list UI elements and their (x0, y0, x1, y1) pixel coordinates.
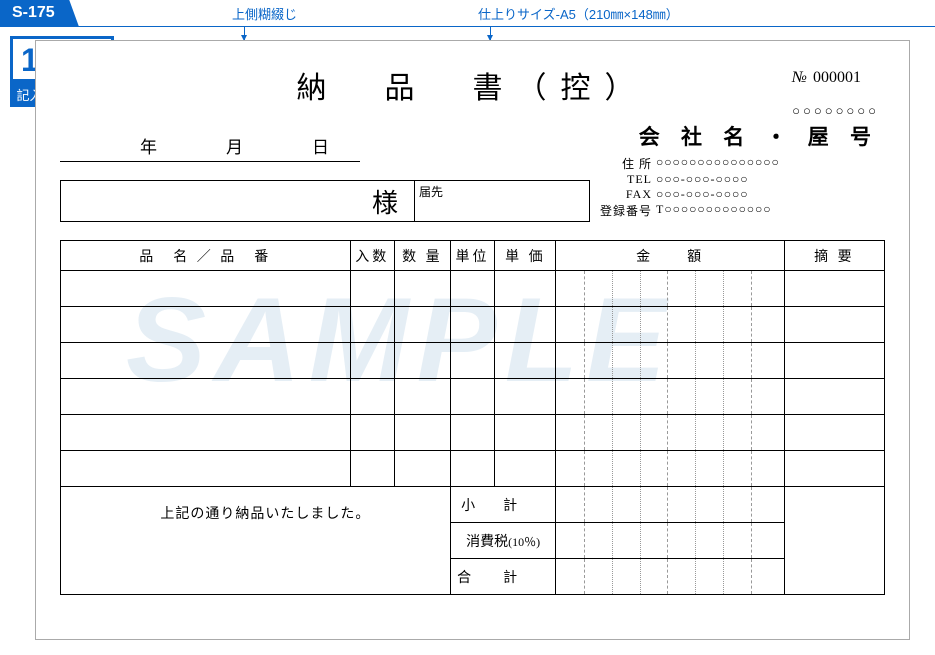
table-cell (61, 343, 351, 379)
subtotal-amount (556, 487, 784, 523)
table-cell (61, 451, 351, 487)
table-cell (495, 451, 556, 487)
subtotal-label: 小計 (450, 487, 556, 523)
fax-label: FAX (594, 187, 652, 202)
annotation-bar: S-175 上側糊綴じ 仕上りサイズ-A5（210㎜×148㎜） (0, 0, 935, 26)
table-cell (450, 451, 495, 487)
table-cell (450, 343, 495, 379)
table-footer: 上記の通り納品いたしました。 小計 消費税(10％) 合計 (61, 487, 885, 595)
tax-amount (556, 523, 784, 559)
table-cell (495, 415, 556, 451)
table-header-row: 品 名 ／ 品 番 入数 数 量 単位 単 価 金 額 摘 要 (61, 241, 885, 271)
table-cell (350, 415, 395, 451)
table-cell (61, 307, 351, 343)
table-cell (556, 451, 784, 487)
reg-label: 登録番号 (594, 202, 652, 219)
table-cell (784, 415, 884, 451)
addr-value: ○○○○○○○○○○○○○○○ (656, 155, 780, 172)
table-cell (61, 415, 351, 451)
annotation-underline (0, 26, 935, 27)
table-cell (495, 307, 556, 343)
table-cell (784, 379, 884, 415)
table-cell (556, 379, 784, 415)
th-name: 品 名 ／ 品 番 (61, 241, 351, 271)
table-cell (61, 379, 351, 415)
th-qty: 数 量 (395, 241, 451, 271)
th-price: 単 価 (495, 241, 556, 271)
table-cell (556, 415, 784, 451)
footer-remark (784, 487, 884, 595)
th-qtyin: 入数 (350, 241, 395, 271)
total-amount (556, 559, 784, 595)
table-cell (350, 307, 395, 343)
table-body (61, 271, 885, 487)
table-cell (350, 451, 395, 487)
table-cell (395, 415, 451, 451)
th-amount: 金 額 (556, 241, 784, 271)
table-row (61, 379, 885, 415)
table-cell (395, 271, 451, 307)
table-row (61, 415, 885, 451)
table-cell (395, 343, 451, 379)
table-cell (784, 451, 884, 487)
document-number: № 000001 (792, 69, 861, 87)
table-cell (350, 379, 395, 415)
tel-value: ○○○-○○○-○○○○ (656, 172, 748, 187)
date-line: 年 月 日 (60, 133, 360, 162)
table-row (61, 307, 885, 343)
table-cell (395, 451, 451, 487)
table-cell (495, 379, 556, 415)
form-code-tab: S-175 (0, 0, 79, 26)
total-label: 合計 (450, 559, 556, 595)
table-cell (450, 415, 495, 451)
recipient-suffix: 様 (61, 181, 414, 221)
table-cell (350, 271, 395, 307)
delivery-note-text: 上記の通り納品いたしました。 (61, 487, 451, 595)
annotation-size-arrow (490, 26, 491, 40)
annotation-binding: 上側糊綴じ (232, 4, 297, 23)
table-cell (556, 271, 784, 307)
docno-value: 000001 (813, 69, 861, 86)
table-cell (395, 307, 451, 343)
table-cell (450, 271, 495, 307)
delivery-note-sheet: SAMPLE 納 品 書（控） №000001 年 月 日 様 届先 ○○○○○… (35, 40, 910, 640)
annotation-binding-arrow (244, 26, 245, 40)
recipient-dest-label: 届先 (414, 181, 589, 221)
tax-label: 消費税(10％) (450, 523, 556, 559)
table-cell (395, 379, 451, 415)
table-cell (61, 271, 351, 307)
table-cell (784, 343, 884, 379)
reg-value: T○○○○○○○○○○○○○ (656, 202, 772, 219)
th-unit: 単位 (450, 241, 495, 271)
tel-label: TEL (594, 172, 652, 187)
company-name: 会 社 名 ・ 屋 号 (594, 121, 879, 151)
recipient-box: 様 届先 (60, 180, 590, 222)
table-cell (450, 307, 495, 343)
annotation-size: 仕上りサイズ-A5（210㎜×148㎜） (478, 4, 679, 23)
table-row (61, 451, 885, 487)
company-placeholder: ○○○○○○○○ (594, 103, 879, 119)
tax-pct: (10％) (508, 535, 540, 549)
fax-value: ○○○-○○○-○○○○ (656, 187, 748, 202)
table-cell (495, 343, 556, 379)
table-cell (556, 343, 784, 379)
table-cell (556, 307, 784, 343)
table-row (61, 343, 885, 379)
table-cell (495, 271, 556, 307)
addr-label: 住 所 (594, 155, 652, 172)
docno-label: № (792, 69, 807, 86)
table-cell (450, 379, 495, 415)
table-cell (350, 343, 395, 379)
table-cell (784, 271, 884, 307)
tax-text: 消費税 (466, 535, 508, 550)
table-row (61, 271, 885, 307)
document-title: 納 品 書（控） (60, 63, 885, 107)
th-remark: 摘 要 (784, 241, 884, 271)
company-block: ○○○○○○○○ 会 社 名 ・ 屋 号 住 所○○○○○○○○○○○○○○○ … (594, 103, 879, 219)
line-item-table: 品 名 ／ 品 番 入数 数 量 単位 単 価 金 額 摘 要 上記の通り納品い… (60, 240, 885, 595)
table-cell (784, 307, 884, 343)
